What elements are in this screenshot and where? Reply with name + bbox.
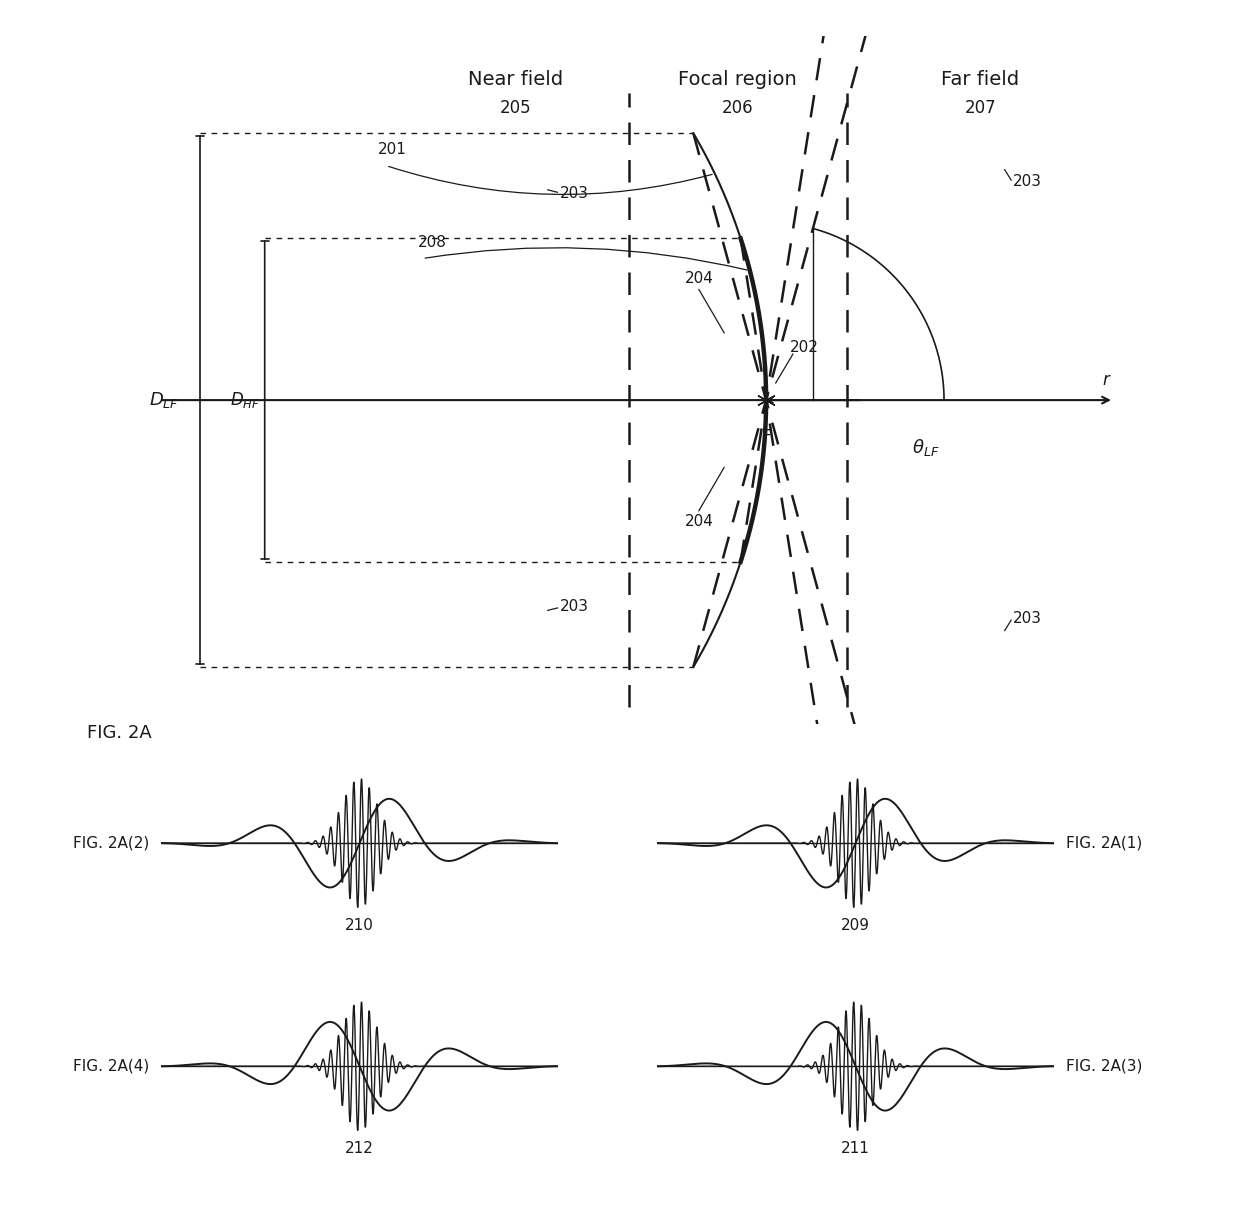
Text: F: F bbox=[761, 428, 771, 446]
Text: 209: 209 bbox=[841, 918, 870, 932]
Text: 203: 203 bbox=[560, 187, 589, 201]
Text: FIG. 2A(1): FIG. 2A(1) bbox=[1066, 836, 1142, 850]
Text: $D_{LF}$: $D_{LF}$ bbox=[150, 390, 180, 410]
Text: 207: 207 bbox=[965, 99, 996, 117]
Text: 206: 206 bbox=[722, 99, 754, 117]
Text: 212: 212 bbox=[345, 1141, 374, 1155]
Text: 203: 203 bbox=[1013, 174, 1042, 189]
Text: FIG. 2A(4): FIG. 2A(4) bbox=[73, 1059, 149, 1073]
Text: 208: 208 bbox=[418, 235, 448, 251]
Text: 204: 204 bbox=[686, 271, 714, 286]
Text: Far field: Far field bbox=[941, 70, 1019, 89]
Text: Near field: Near field bbox=[467, 70, 563, 89]
Text: FIG. 2A(2): FIG. 2A(2) bbox=[73, 836, 149, 850]
Text: 210: 210 bbox=[345, 918, 374, 932]
Text: $D_{HF}$: $D_{HF}$ bbox=[231, 390, 260, 410]
Text: 205: 205 bbox=[500, 99, 531, 117]
Text: FIG. 2A: FIG. 2A bbox=[87, 724, 151, 742]
Text: FIG. 2A(3): FIG. 2A(3) bbox=[1066, 1059, 1143, 1073]
Text: 203: 203 bbox=[1013, 611, 1042, 626]
Text: 204: 204 bbox=[686, 514, 714, 529]
Text: 202: 202 bbox=[790, 340, 820, 355]
Text: Focal region: Focal region bbox=[678, 70, 797, 89]
Text: $\theta_{LF}$: $\theta_{LF}$ bbox=[911, 437, 939, 457]
Text: r: r bbox=[1102, 371, 1110, 388]
Text: 203: 203 bbox=[560, 599, 589, 614]
Text: 211: 211 bbox=[841, 1141, 870, 1155]
Text: 201: 201 bbox=[378, 142, 407, 158]
